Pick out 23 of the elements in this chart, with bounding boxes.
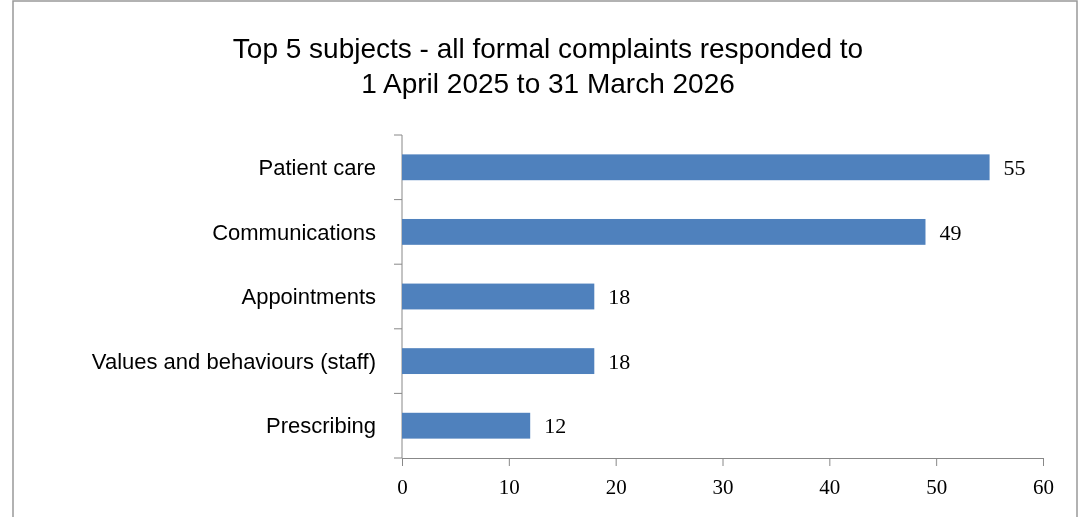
data-label: 49: [939, 219, 962, 245]
y-tick-label: Patient care: [258, 155, 376, 180]
x-tick-label: 50: [926, 475, 948, 500]
y-tick-label: Prescribing: [265, 413, 376, 439]
data-label: 12: [544, 413, 567, 439]
bar: [402, 348, 595, 375]
x-tick-label: 30: [712, 475, 734, 500]
y-tick-label: Values and behaviours (staff): [91, 348, 376, 374]
bar: [402, 218, 926, 245]
x-tick-label: 0: [397, 475, 408, 500]
data-label: 18: [608, 284, 631, 310]
x-tick-label: 60: [1033, 475, 1054, 500]
bar: [402, 283, 595, 310]
y-tick-label: Communications: [212, 219, 376, 245]
x-tick-label: 40: [819, 475, 841, 500]
x-tick-label: 20: [605, 475, 627, 500]
y-tick-label: Appointments: [241, 284, 376, 310]
data-label: 18: [608, 348, 631, 374]
x-tick-label: 10: [498, 475, 520, 500]
bar: [402, 412, 531, 439]
chart-title: Top 5 subjects - all formal complaints responded to 1 April 2025 to 31 March 2026: [232, 33, 864, 99]
bar: [402, 154, 990, 181]
data-label: 55: [1003, 155, 1026, 180]
